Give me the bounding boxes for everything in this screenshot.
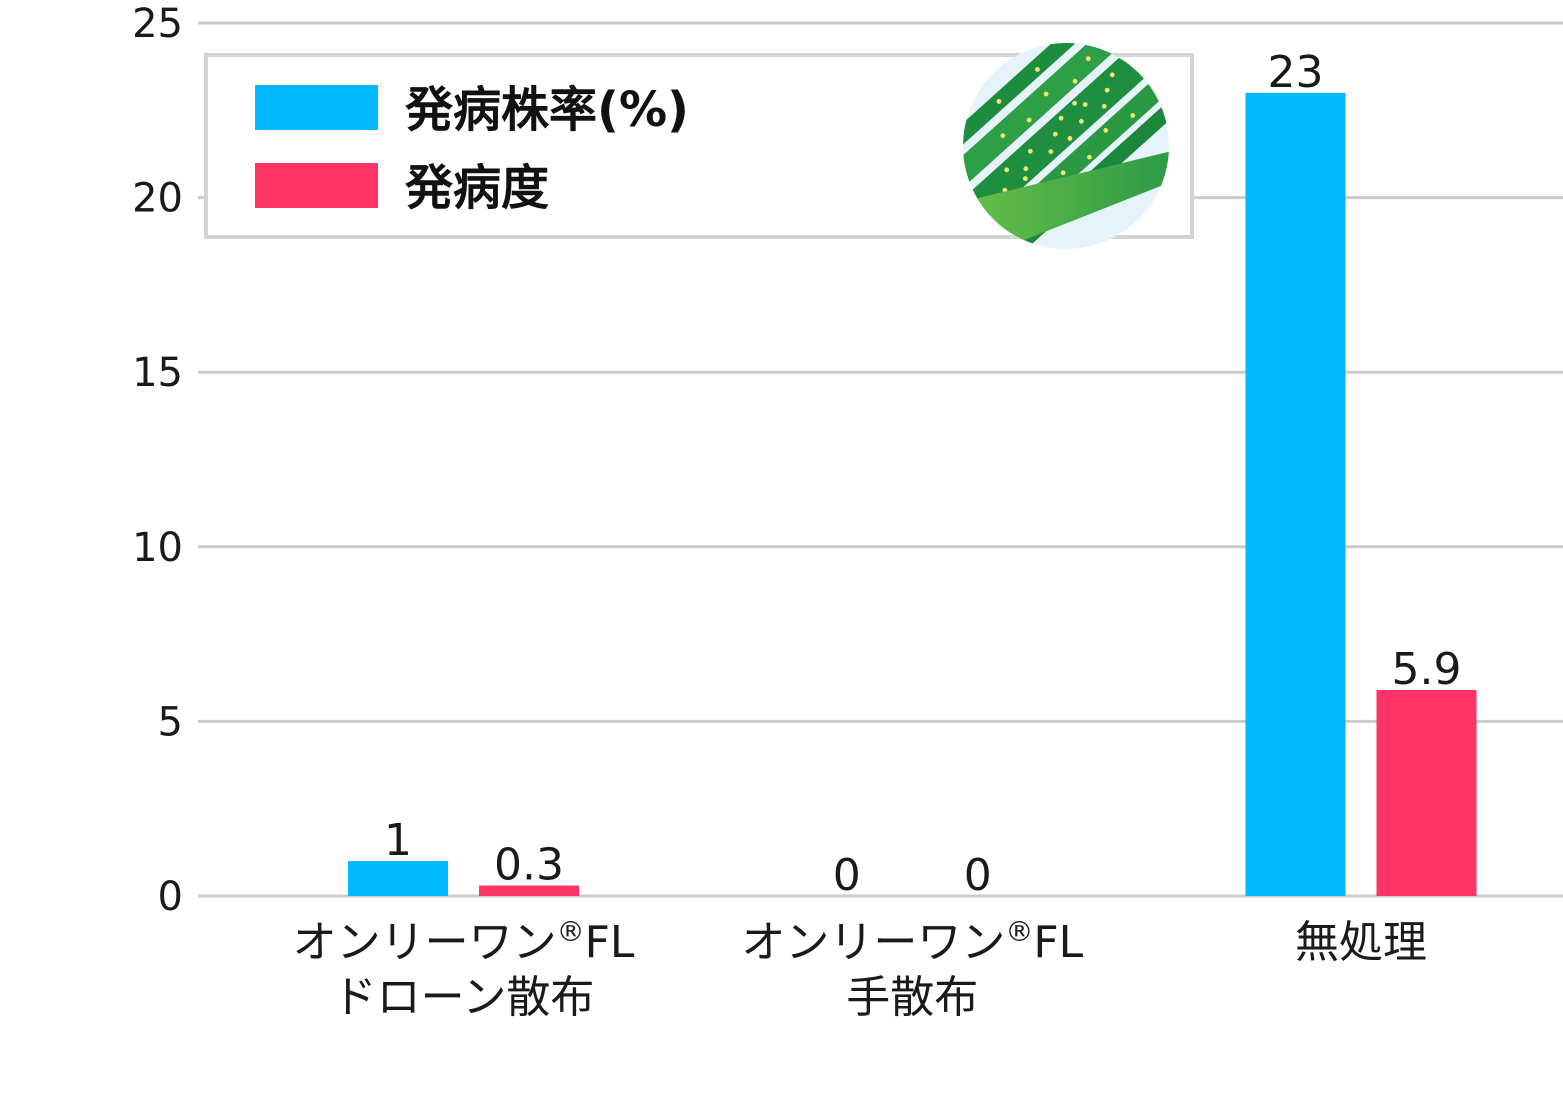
bar-series-2	[1376, 689, 1477, 896]
y-tick-label: 5	[158, 699, 183, 745]
bar-value-label: 0	[964, 850, 992, 901]
legend-label-series-1: 発病株率(%)	[405, 82, 689, 138]
x-category-label-line: 手散布	[846, 972, 978, 1023]
y-tick-label: 20	[132, 176, 183, 222]
bar-series-2	[479, 885, 579, 896]
y-tick-label: 15	[132, 350, 183, 396]
x-category-label-line: ドローン散布	[333, 972, 595, 1023]
bars: 1 0.3 0 0 23 5.9	[348, 47, 1477, 901]
x-category-label: オンリーワン®FL 手散布	[741, 915, 1083, 1023]
x-category-label-line: オンリーワン®FL	[293, 915, 635, 968]
bar-value-label: 5.9	[1392, 644, 1462, 695]
bar-series-1	[348, 861, 448, 896]
legend-label-series-2: 発病度	[405, 160, 549, 216]
bar-value-label: 0	[833, 850, 861, 901]
y-tick-label: 25	[132, 1, 183, 47]
x-category-label-line: 無処理	[1295, 917, 1427, 968]
legend-swatch-series-1	[255, 85, 378, 130]
bar-value-label: 23	[1268, 47, 1324, 98]
x-category-label: 無処理	[1295, 917, 1427, 968]
y-tick-label: 0	[158, 874, 183, 920]
bar-value-label: 1	[384, 815, 412, 866]
bar-series-1	[1245, 92, 1346, 897]
x-category-label: オンリーワン®FL ドローン散布	[293, 915, 635, 1023]
bar-value-label: 0.3	[494, 840, 564, 891]
y-tick-label: 10	[132, 525, 183, 571]
x-category-label-line: オンリーワン®FL	[741, 915, 1083, 968]
legend-swatch-series-2	[255, 163, 378, 208]
